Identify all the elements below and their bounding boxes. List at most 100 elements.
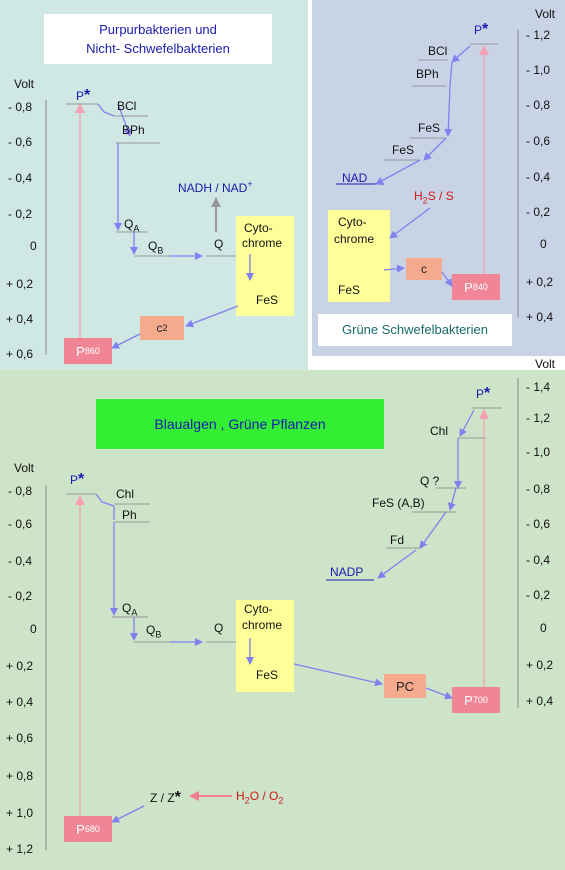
panel1-qa-letter: Q (124, 217, 134, 231)
panel3-volt-right: Volt (535, 357, 556, 371)
panel2-h2s-sub: 2 (422, 195, 428, 206)
panel3-p-star-left-letter: P (70, 473, 79, 487)
p860-box: P 860 (64, 338, 112, 364)
panel3-tick-left: - 0,6 (8, 517, 33, 531)
panel3-tick-left: - 0,4 (8, 554, 33, 568)
panel3-h2o-sub1: 2 (244, 795, 250, 806)
panel3-tick-right: + 0,4 (526, 694, 554, 708)
panel2-tick: - 0,8 (526, 98, 551, 112)
panel3-cyto1: Cyto- (244, 602, 273, 616)
panel1-title-line1: Purpurbakterien und (99, 22, 217, 37)
panel3-q-question: Q ? (420, 474, 440, 488)
panel1-qb: QB (148, 240, 163, 255)
panel2-bcl: BCl (428, 44, 448, 58)
panel1-p-star: P* (76, 87, 91, 104)
panel2-p-star-letter: P (474, 23, 483, 37)
panel3-tick-left: + 0,2 (6, 659, 34, 673)
p700-label: P (464, 692, 473, 708)
panel3-tick-right: - 1,2 (526, 411, 551, 425)
panel1-nadh-sup: + (247, 179, 253, 189)
panel2-h2s-rest: S / S (427, 189, 454, 203)
panel3-tick-left: + 1,0 (6, 806, 34, 820)
panel2-volt-label: Volt (535, 7, 556, 21)
panel3-qa-letter: Q (122, 601, 132, 615)
panel3-fes: FeS (256, 668, 279, 682)
panel3-tick-right: - 1,0 (526, 445, 551, 459)
panel3-tick-left: + 0,4 (6, 695, 34, 709)
panel1-cyto1: Cyto- (244, 221, 273, 235)
panel2-fes2: FeS (392, 143, 415, 157)
panel3-tick-left: + 1,2 (6, 842, 34, 856)
panel1-tick: + 0,2 (6, 277, 34, 291)
panel2-tick: + 0,4 (526, 310, 554, 324)
panel3-tick-right: - 0,6 (526, 517, 551, 531)
panel2-title-box (318, 314, 512, 346)
panel3-h2o-sub2: 2 (278, 795, 284, 806)
c2-sub: 2 (162, 323, 168, 333)
panel3-qa-sub: A (131, 607, 138, 618)
panel1-nadh: NADH / NAD+ (178, 179, 253, 195)
panel3-tick-right: - 0,4 (526, 553, 551, 567)
panel3-tick-right: + 0,2 (526, 658, 554, 672)
panel3-p-star-left: P* (70, 471, 85, 488)
panel1-bcl: BCl (117, 99, 137, 113)
panel3-cyto2: chrome (242, 618, 283, 632)
panel1-cyto2: chrome (242, 236, 283, 250)
panel3-q: Q (214, 621, 224, 635)
panel3-z-text: Z / Z (150, 791, 175, 805)
c-box: c (406, 258, 442, 280)
panel1-title-box (44, 14, 272, 64)
panel2-h2s: H2S / S (414, 190, 454, 205)
panel2-h2s-h: H (414, 189, 423, 203)
panel3-p-star-right: P* (476, 385, 491, 402)
p700-box: P 700 (452, 687, 500, 713)
panel1-fes: FeS (256, 293, 279, 307)
panel2-fes: FeS (338, 283, 361, 297)
panel3-ph: Ph (122, 508, 137, 522)
panel2-tick: 0 (540, 237, 547, 251)
panel2-cytochrome-box (328, 210, 390, 302)
panel3-tick-left: + 0,8 (6, 769, 34, 783)
panel3-tick-right: - 0,8 (526, 482, 551, 496)
p840-sub: 840 (472, 282, 488, 292)
panel3-h2o-mid: O / O (249, 789, 279, 803)
panel3-z: Z / Z* (150, 789, 181, 806)
panel1-qb-letter: Q (148, 239, 158, 253)
panel1-tick: - 0,6 (8, 135, 33, 149)
p840-box: P 840 (452, 274, 500, 300)
panel2-tick: - 1,2 (526, 28, 551, 42)
panel1-q: Q (214, 237, 224, 251)
panel1-nadh-text: NADH / NAD (178, 181, 248, 195)
panel1-tick: - 0,2 (8, 207, 33, 221)
panel1-volt-label: Volt (14, 77, 35, 91)
panel2-tick: - 1,0 (526, 63, 551, 77)
panel1-qa-sub: A (133, 223, 140, 234)
panel1-tick: - 0,8 (8, 100, 33, 114)
p840-label: P (464, 279, 473, 295)
panel2-tick: + 0,2 (526, 275, 554, 289)
panel1-tick: 0 (30, 239, 37, 253)
panel3-tick-left: - 0,8 (8, 484, 33, 498)
pc-box: PC (384, 674, 426, 698)
panel1-tick: - 0,4 (8, 171, 33, 185)
c2-label: c (156, 321, 163, 335)
panel3-cytochrome-box (236, 600, 294, 692)
panel2-tick: - 0,2 (526, 205, 551, 219)
panel3-qb: QB (146, 624, 161, 639)
p860-label: P (76, 343, 85, 359)
panel3-qa: QA (122, 602, 137, 617)
panel3-fes-ab: FeS (A,B) (372, 496, 425, 510)
c-label: c (421, 262, 427, 276)
panel2-tick: - 0,6 (526, 134, 551, 148)
panel3-title: Blaualgen , Grüne Pflanzen (154, 416, 326, 432)
panel3-title-box (96, 399, 384, 449)
panel3-qb-letter: Q (146, 623, 156, 637)
panel2-fes1: FeS (418, 121, 441, 135)
panel2-title: Grüne Schwefelbakterien (342, 322, 488, 337)
panel3-h2o: H2O / O2 (236, 790, 283, 805)
panel3-chl-right: Chl (430, 424, 449, 438)
panel3-qb-sub: B (155, 629, 162, 640)
panel1-tick: + 0,6 (6, 347, 34, 361)
panel3-h2o-h: H (236, 789, 245, 803)
